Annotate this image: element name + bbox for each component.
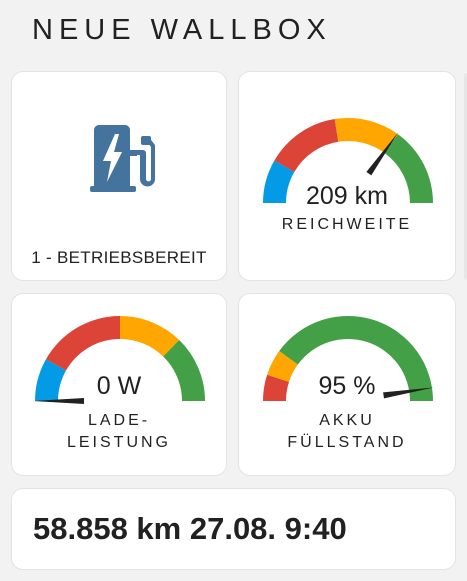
charging-power-gauge: [35, 316, 205, 404]
charging-power-gauge-needle: [35, 398, 84, 404]
wallbox-status-card[interactable]: 1 - BETRIEBSBEREIT: [11, 71, 227, 281]
battery-level-value: 95 %: [318, 372, 376, 400]
range-gauge-needle: [366, 132, 399, 176]
charging-power-gauge-segment-0: [35, 359, 67, 401]
range-gauge-card[interactable]: 209 km REICHWEITE: [238, 71, 456, 281]
battery-level-label: AKKU FÜLLSTAND: [287, 412, 407, 451]
battery-level-gauge-card[interactable]: 95 % AKKU FÜLLSTAND: [238, 293, 456, 476]
charging-power-value: 0 W: [96, 372, 142, 400]
range-gauge: [263, 118, 433, 203]
charging-power-gauge-segment-1: [45, 316, 120, 371]
range-label: REICHWEITE: [281, 216, 413, 233]
range-value: 209 km: [306, 182, 388, 210]
charging-power-gauge-segment-2: [120, 316, 180, 357]
battery-level-gauge-needle: [383, 387, 433, 399]
battery-level-gauge-segment-1: [267, 351, 298, 382]
adjacent-card-edge: [464, 73, 467, 280]
charging-power-gauge-segment-3: [163, 340, 205, 401]
ev-charging-station-icon: [90, 125, 155, 192]
range-gauge-segment-2: [334, 118, 398, 153]
charging-power-label: LADE- LEISTUNG: [66, 412, 171, 451]
status-label: 1 - BETRIEBSBEREIT: [31, 248, 207, 267]
battery-level-gauge-segment-0: [263, 374, 290, 401]
odometer-summary-card[interactable]: 58.858 km 27.08. 9:40: [11, 488, 456, 570]
odometer-summary-text: 58.858 km 27.08. 9:40: [33, 511, 347, 546]
range-gauge-segment-0: [263, 160, 295, 203]
page-title: NEUE WALLBOX: [32, 14, 332, 46]
range-gauge-segment-1: [274, 119, 339, 172]
battery-level-gauge: [263, 316, 433, 401]
battery-level-gauge-segment-2: [279, 316, 433, 401]
range-gauge-segment-3: [384, 134, 433, 203]
charging-power-gauge-card[interactable]: 0 W LADE- LEISTUNG: [11, 293, 227, 476]
